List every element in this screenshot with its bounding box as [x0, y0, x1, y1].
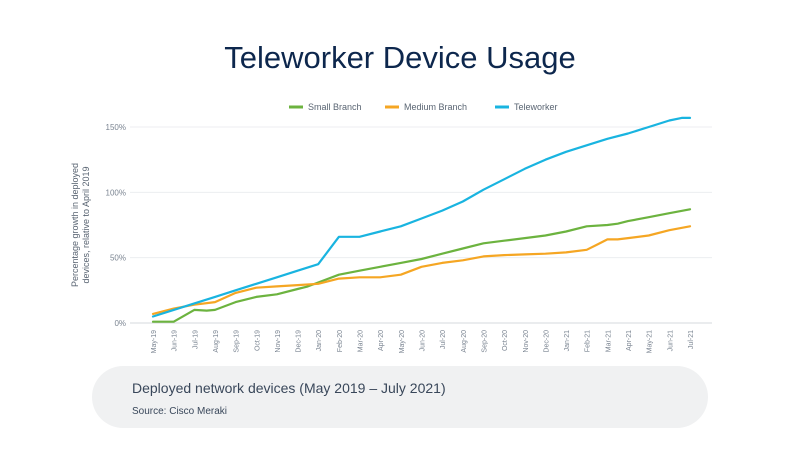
x-tick-label: Feb-20	[337, 330, 344, 352]
x-tick-label: Oct-20	[502, 330, 509, 351]
x-tick-label: Sep-19	[234, 330, 241, 353]
x-tick-label: Jun-20	[420, 330, 427, 352]
y-tick-label: 0%	[114, 319, 126, 328]
gridlines	[130, 126, 712, 324]
x-tick-labels: May-19 Jun-19 Jul-19 Aug-19 Sep-19 Oct-19 Nov-…	[151, 330, 695, 353]
x-tick-label: May-21	[647, 330, 654, 353]
x-tick-label: Jul-21	[688, 330, 695, 349]
caption-source: Source: Cisco Meraki	[132, 406, 228, 417]
x-tick-label: Nov-20	[523, 330, 530, 353]
series-line-medium-branch	[151, 225, 692, 315]
x-tick-label: Jan-20	[316, 330, 323, 352]
x-tick-label: May-19	[151, 330, 158, 353]
y-tick-labels: 0% 50% 100% 150%	[106, 123, 126, 328]
x-tick-label: Dec-20	[543, 330, 550, 353]
x-tick-label: Aug-19	[213, 330, 220, 353]
legend-label: Small Branch	[308, 102, 362, 112]
x-tick-label: Nov-19	[275, 330, 282, 353]
x-tick-label: Jul-20	[440, 330, 447, 349]
caption-main: Deployed network devices (May 2019 – Jul…	[132, 380, 446, 396]
series-line-teleworker	[151, 116, 692, 318]
y-tick-label: 150%	[106, 123, 126, 132]
x-tick-label: Jun-19	[172, 330, 179, 352]
x-tick-label: Apr-21	[626, 330, 633, 351]
x-tick-label: Mar-20	[358, 330, 365, 352]
x-tick-label: Apr-20	[378, 330, 385, 351]
y-tick-label: 50%	[110, 254, 126, 263]
x-tick-label: Dec-19	[296, 330, 303, 353]
x-tick-label: Jun-21	[667, 330, 674, 352]
x-tick-label: Oct-19	[254, 330, 261, 351]
x-tick-label: Jul-19	[192, 330, 199, 349]
series-line-small-branch	[151, 208, 692, 323]
chart-title: Teleworker Device Usage	[224, 40, 576, 75]
x-tick-label: Mar-21	[605, 330, 612, 352]
x-tick-label: Feb-21	[585, 330, 592, 352]
caption-box: Deployed network devices (May 2019 – Jul…	[92, 366, 708, 428]
x-tick-label: May-20	[399, 330, 406, 353]
series-lines	[151, 116, 692, 323]
x-tick-label: Sep-20	[481, 330, 488, 353]
x-tick-label: Jan-21	[564, 330, 571, 352]
x-tick-label: Aug-20	[461, 330, 468, 353]
legend-label: Medium Branch	[404, 102, 467, 112]
y-axis-label: Percentage growth in deployeddevices, re…	[70, 163, 91, 287]
y-tick-label: 100%	[106, 188, 126, 197]
legend: Small Branch Medium Branch Teleworker	[289, 102, 558, 112]
line-chart: 0% 50% 100% 150% May-19 Jun-19 Jul-19 Aug-19 Se…	[70, 102, 712, 353]
legend-label: Teleworker	[514, 102, 558, 112]
